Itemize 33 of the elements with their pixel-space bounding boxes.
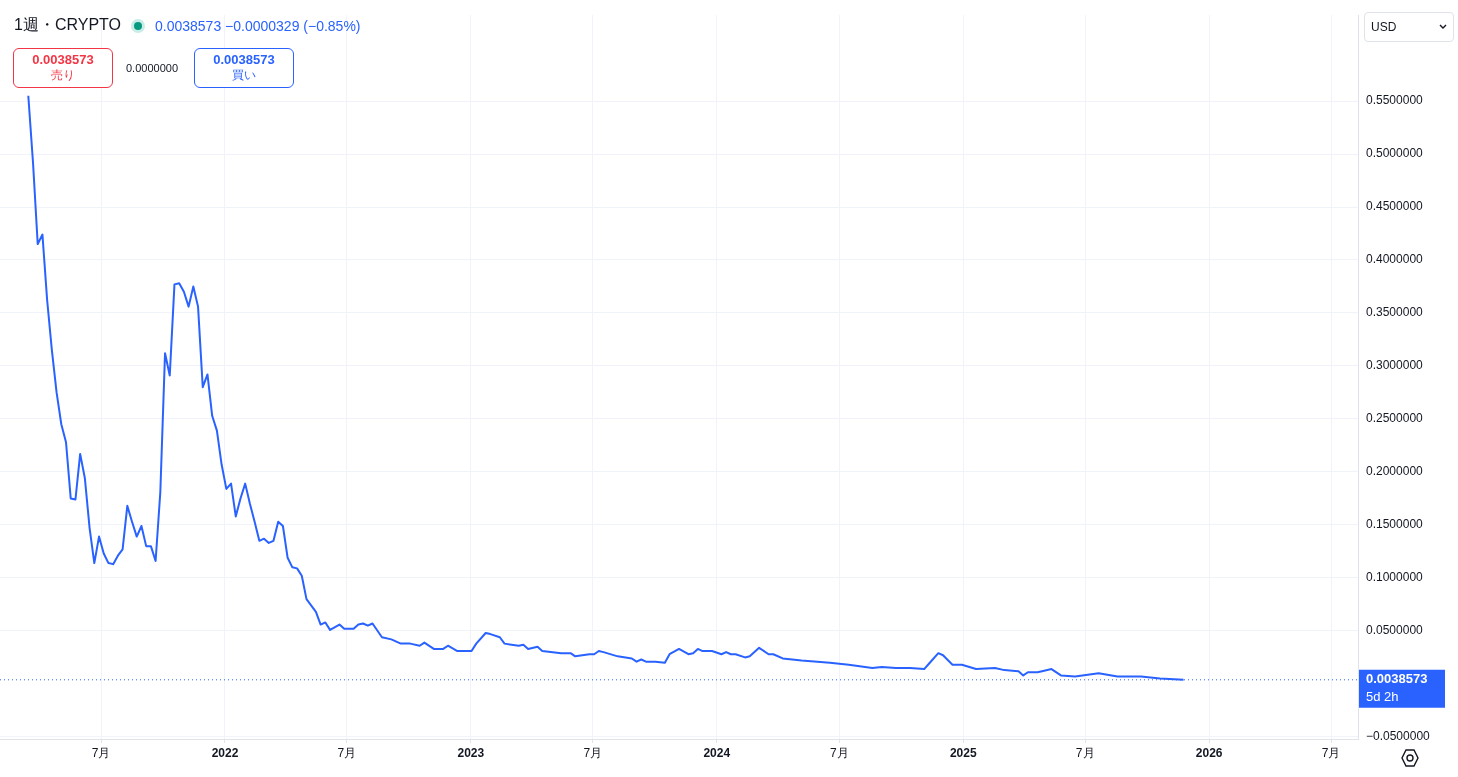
y-tick-label: 0.1000000: [1366, 570, 1424, 585]
y-tick-label: 0.5500000: [1366, 93, 1424, 108]
x-tick-label: 7月: [829, 745, 849, 760]
y-tick-label: 0.2000000: [1366, 464, 1424, 479]
y-tick-label: 0.3000000: [1366, 358, 1424, 373]
chart-title: 1週・CRYPTO: [14, 15, 121, 35]
y-tick-label: −0.0500000: [1366, 729, 1431, 744]
ref-line-label: 0.0038573: [1366, 671, 1428, 687]
x-tick-label: 7月: [1075, 745, 1095, 760]
text: 5d 2h: [1366, 689, 1399, 705]
y-tick-label: 0.3500000: [1366, 305, 1424, 320]
y-tick-label: 0.4500000: [1366, 199, 1424, 214]
x-tick-label: 7月: [583, 745, 603, 760]
y-tick-label: 0.2500000: [1366, 411, 1424, 426]
x-tick-label: 7月: [1321, 745, 1341, 760]
x-tick-label: 2025: [949, 745, 977, 760]
x-tick-label: 2023: [457, 745, 485, 760]
annotation: 売り: [50, 67, 76, 84]
y-tick-label: 0.4000000: [1366, 252, 1424, 267]
x-tick-label: 7月: [337, 745, 357, 760]
x-tick-label: 2024: [703, 745, 731, 760]
y-tick-label: 0.1500000: [1366, 517, 1424, 532]
annotation: 0.0038573: [31, 52, 95, 67]
x-tick-label: 7月: [91, 745, 111, 760]
y-tick-label: 0.0500000: [1366, 623, 1424, 638]
x-tick-label: 2022: [211, 745, 239, 760]
x-tick-label: 2026: [1195, 745, 1223, 760]
y-tick-label: 0.5000000: [1366, 146, 1424, 161]
chart-subtitle: 0.0038573 −0.0000329 (−0.85%): [155, 17, 361, 34]
text: USD: [1371, 20, 1397, 34]
annotation: 0.0000000: [126, 62, 178, 74]
annotation: 0.0038573: [212, 52, 276, 67]
annotation: 買い: [231, 67, 257, 84]
